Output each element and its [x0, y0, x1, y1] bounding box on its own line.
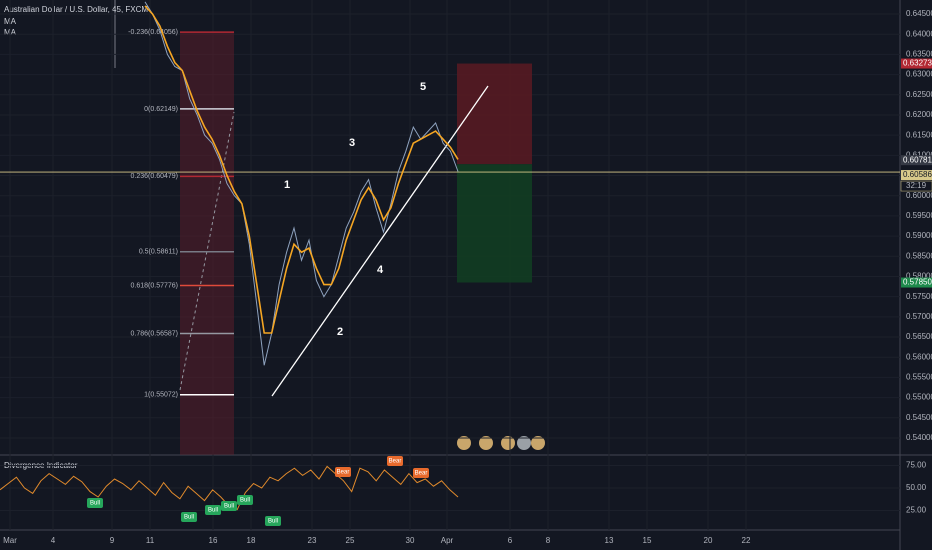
emoji-icons [457, 436, 545, 450]
price-marker-label: 0.60586 [903, 170, 932, 179]
signal-label: Bull [184, 515, 194, 521]
time-tick-label: 30 [406, 536, 415, 545]
time-tick-label: 15 [643, 536, 652, 545]
fib-label: 0.5(0.58611) [139, 249, 178, 256]
fib-label: -0.236(0.64056) [128, 29, 178, 36]
fib-label: 1(0.55072) [144, 392, 178, 399]
fib-label: 0.236(0.60479) [131, 173, 178, 180]
countdown-box [900, 180, 932, 192]
price-line [144, 1, 459, 366]
signal-badge [387, 456, 403, 466]
time-tick-label: 11 [146, 536, 155, 545]
signal-badge [221, 501, 237, 511]
fib-diagonal [179, 111, 235, 391]
target-zone [457, 164, 532, 283]
signal-label: Bear [415, 471, 428, 477]
trend-line [271, 85, 489, 397]
signal-badge [335, 467, 351, 477]
price-tick-label: 0.64500 [906, 9, 932, 18]
signal-label: Bull [268, 519, 278, 525]
price-marker [901, 58, 932, 69]
time-tick-label: 9 [110, 536, 115, 545]
time-tick-label: 6 [508, 536, 513, 545]
time-tick-label: 16 [209, 536, 218, 545]
time-tick-label: 23 [308, 536, 317, 545]
wave-label: 1 [284, 179, 290, 191]
signal-label: Bull [224, 504, 234, 510]
wave-label: 2 [337, 326, 343, 338]
price-marker-label: 0.60781 [903, 155, 932, 164]
time-tick-label: Mar [3, 536, 17, 545]
osc-tick-label: 75.00 [906, 461, 927, 470]
wave-label: 3 [349, 137, 355, 149]
fib-label: 0(0.62149) [144, 106, 178, 113]
osc-tick-label: 50.00 [906, 483, 927, 492]
osc-tick-label: 25.00 [906, 506, 927, 515]
price-marker-label: 0.63273 [903, 59, 932, 68]
price-marker [901, 155, 932, 166]
signal-badge [413, 468, 429, 478]
signal-label: Bull [90, 501, 100, 507]
fib-label: 0.786(0.56587) [131, 330, 178, 337]
fib-zone [180, 32, 234, 455]
time-tick-label: 25 [346, 536, 355, 545]
signal-badge [205, 505, 221, 515]
price-marker-label: 0.57850 [903, 278, 932, 287]
time-tick-label: 4 [51, 536, 56, 545]
time-tick-label: 8 [546, 536, 551, 545]
signal-label: Bear [389, 459, 402, 465]
wave-label: 4 [377, 264, 384, 276]
signal-badge [237, 495, 253, 505]
signal-badge [265, 516, 281, 526]
symbol-title: Australian Dollar / U.S. Dollar, 45, FXC… [4, 5, 148, 14]
time-tick-label: Apr [441, 536, 454, 545]
fib-label: 0.618(0.57776) [131, 282, 178, 289]
signal-badge [87, 498, 103, 508]
signal-label: Bear [337, 470, 350, 476]
time-tick-label: 22 [742, 536, 751, 545]
signal-label: Bull [240, 498, 250, 504]
ma-line [144, 5, 459, 334]
price-marker [901, 277, 932, 288]
signal-badge [181, 512, 197, 522]
signal-label: Bull [208, 508, 218, 514]
time-tick-label: 20 [704, 536, 713, 545]
time-tick-label: 13 [605, 536, 614, 545]
time-tick-label: 18 [247, 536, 256, 545]
countdown: 32:19 [906, 181, 927, 190]
wave-label: 5 [420, 81, 426, 93]
stop-zone [457, 63, 532, 165]
price-marker [901, 170, 932, 181]
